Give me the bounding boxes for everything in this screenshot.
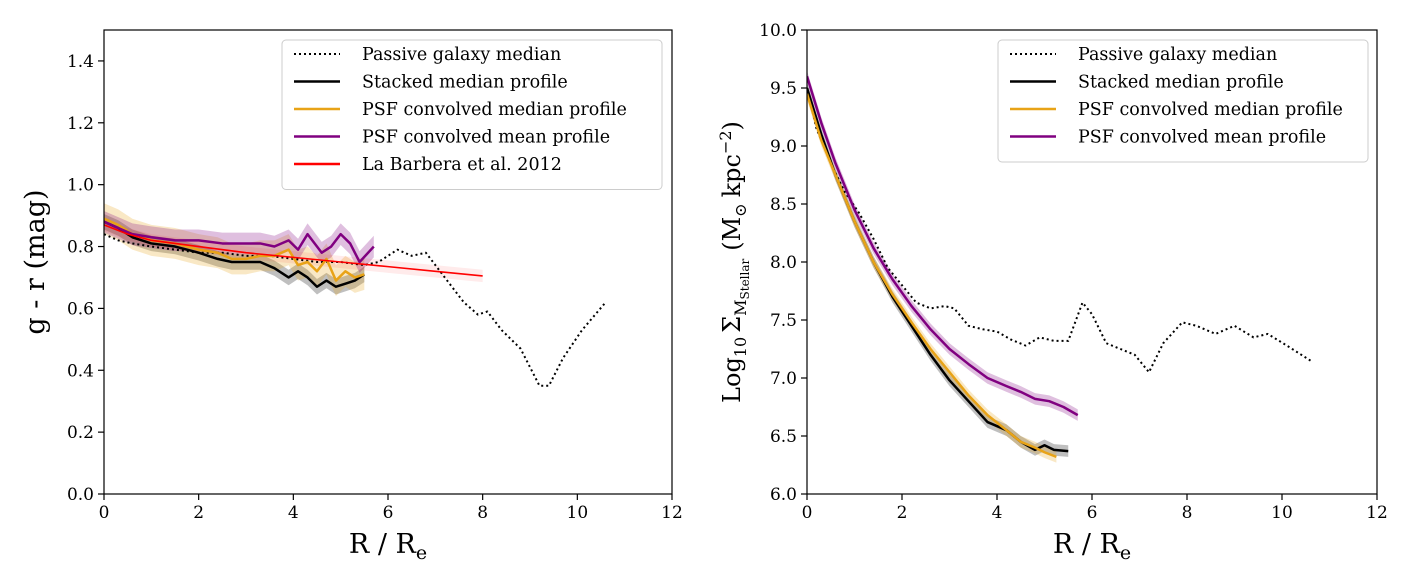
legend-label-0: Passive galaxy median <box>1078 45 1277 65</box>
y-tick-label: 6.5 <box>770 427 797 447</box>
series-line-4 <box>104 224 483 277</box>
series-line-3 <box>104 220 375 264</box>
x-tick-label: 4 <box>992 503 1003 523</box>
legend-label-2: PSF convolved median profile <box>1078 100 1343 120</box>
x-tick-label: 10 <box>1271 503 1293 523</box>
legend-box <box>281 39 663 190</box>
y-tick-label: 0.6 <box>67 299 94 319</box>
y-tick-label: 1.0 <box>67 176 94 196</box>
y-tick-label: 8.0 <box>770 253 797 273</box>
x-axis-label: R / Re <box>349 529 427 564</box>
x-tick-label: 8 <box>1182 503 1193 523</box>
y-tick-label: 0.4 <box>67 361 94 381</box>
x-tick-label: 0 <box>99 503 110 523</box>
y-tick-label: 7.5 <box>770 311 797 331</box>
right-panel-stellar-mass-density: 0 2 4 6 8 10 12 6.0 6.5 7.0 7.5 8.0 8.5 9.0 9.5 10.0 R /… <box>716 21 1388 564</box>
series-line-0 <box>807 87 1312 374</box>
series-band-1 <box>104 214 365 295</box>
x-axis-label: R / Re <box>1053 529 1131 564</box>
legend-label-4: La Barbera et al. 2012 <box>362 155 562 175</box>
x-tick-label: 4 <box>288 503 299 523</box>
y-tick-label: 0.0 <box>67 485 94 505</box>
series-band-3 <box>104 210 374 273</box>
y-tick-label: 0.8 <box>67 238 94 258</box>
legend-label-3: PSF convolved mean profile <box>1078 128 1326 148</box>
y-axis-label: g - r (mag) <box>20 189 51 334</box>
series-line-0 <box>104 233 607 387</box>
legend: Passive galaxy median Stacked median prof… <box>281 39 663 190</box>
plot-area <box>104 203 607 387</box>
series-line-1 <box>104 220 366 288</box>
x-tick-label: 0 <box>802 503 813 523</box>
series-line-2 <box>807 93 1057 459</box>
x-tick-label: 6 <box>1087 503 1098 523</box>
y-axis-label: Log10ΣMStellar(M⊙kpc−2) <box>716 121 752 403</box>
y-tick-label: 7.0 <box>770 369 797 389</box>
y-tick-label: 8.5 <box>770 195 797 215</box>
series-line-3 <box>807 76 1079 417</box>
x-tick-label: 2 <box>897 503 908 523</box>
y-tick-label: 1.4 <box>67 52 94 72</box>
y-tick-label: 0.2 <box>67 423 94 443</box>
y-tick-label: 9.0 <box>770 137 797 157</box>
y-tick-label: 1.2 <box>67 114 94 134</box>
legend-box <box>997 39 1369 163</box>
left-panel-gr-color: 0 2 4 6 8 10 12 0.0 0.2 0.4 0.6 0.8 1.0 1.2 1.4 R / Re g… <box>20 29 683 564</box>
x-tick-label: 6 <box>383 503 394 523</box>
x-tick-label: 12 <box>1366 503 1388 523</box>
x-tick-label: 8 <box>477 503 488 523</box>
legend-label-1: Stacked median profile <box>1078 73 1284 93</box>
y-tick-label: 10.0 <box>759 21 797 41</box>
x-tick-label: 12 <box>661 503 683 523</box>
y-tick-label: 6.0 <box>770 485 797 505</box>
legend-label-2: PSF convolved median profile <box>362 100 627 120</box>
legend: Passive galaxy median Stacked median prof… <box>997 39 1369 163</box>
x-tick-label: 10 <box>567 503 589 523</box>
legend-label-1: Stacked median profile <box>362 73 568 93</box>
legend-label-3: PSF convolved mean profile <box>362 128 610 148</box>
legend-label-0: Passive galaxy median <box>362 45 561 65</box>
y-tick-label: 9.5 <box>770 79 797 99</box>
plot-area <box>807 70 1312 463</box>
x-tick-label: 2 <box>193 503 204 523</box>
